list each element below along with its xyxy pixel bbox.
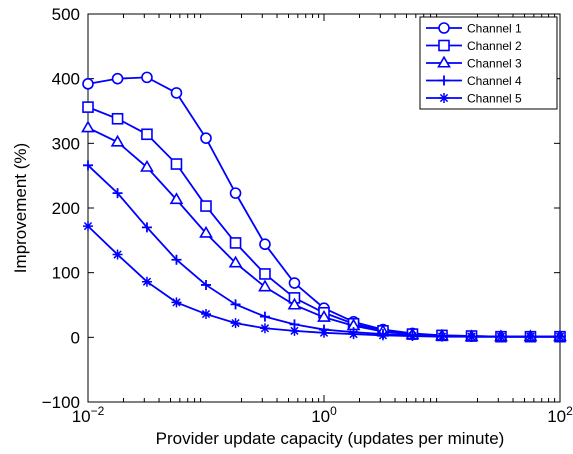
asterisk-marker xyxy=(141,276,152,287)
square-marker xyxy=(200,200,212,212)
x-axis-title: Provider update capacity (updates per mi… xyxy=(156,429,505,448)
triangle-marker xyxy=(81,120,95,133)
legend-item: Channel 1 xyxy=(426,22,522,36)
y-tick-label: 500 xyxy=(52,5,80,24)
plus-marker xyxy=(259,311,270,322)
plus-marker xyxy=(141,222,152,233)
triangle-marker xyxy=(287,297,302,310)
circle-marker xyxy=(229,187,242,199)
asterisk-marker xyxy=(319,327,329,338)
legend-item: Channel 5 xyxy=(426,92,522,106)
asterisk-marker xyxy=(171,297,182,308)
square-marker xyxy=(82,101,94,113)
triangle-marker xyxy=(258,279,272,292)
circle-marker xyxy=(82,78,94,90)
triangle-marker xyxy=(317,309,331,322)
y-tick-label: 300 xyxy=(52,134,80,153)
circle-marker xyxy=(259,238,271,251)
axis-ticks xyxy=(87,13,561,403)
asterisk-marker xyxy=(289,325,300,336)
y-tick-label: −100 xyxy=(42,393,80,412)
circle-marker xyxy=(288,277,301,289)
asterisk-marker xyxy=(555,331,565,342)
legend-label: Channel 1 xyxy=(467,22,522,36)
triangle-marker xyxy=(199,225,213,238)
circle-marker xyxy=(200,132,212,144)
circle-marker xyxy=(170,87,183,99)
asterisk-marker xyxy=(259,323,270,334)
plus-marker xyxy=(201,279,211,290)
legend-item: Channel 2 xyxy=(426,39,522,53)
plus-marker xyxy=(112,188,123,199)
square-marker xyxy=(259,268,271,280)
y-tick-label: 100 xyxy=(52,264,80,283)
square-marker xyxy=(170,158,183,170)
square-marker xyxy=(141,128,153,141)
y-tick-label: 400 xyxy=(52,70,80,89)
asterisk-marker xyxy=(83,221,93,232)
legend-item: Channel 3 xyxy=(426,55,522,71)
x-tick-label: 100 xyxy=(311,404,337,426)
legend-label: Channel 2 xyxy=(467,39,522,53)
x-tick-label: 10−2 xyxy=(72,404,105,426)
series-channel-5 xyxy=(83,221,565,342)
x-tick-label: 102 xyxy=(547,404,573,426)
plus-marker xyxy=(439,75,449,86)
circle-marker xyxy=(141,71,153,84)
legend-label: Channel 4 xyxy=(467,74,522,88)
legend-label: Channel 3 xyxy=(467,57,522,71)
asterisk-marker xyxy=(377,330,388,341)
asterisk-marker xyxy=(112,249,123,260)
y-tick-label: 200 xyxy=(52,199,80,218)
circle-marker xyxy=(111,72,124,85)
triangle-marker xyxy=(140,159,154,172)
asterisk-marker xyxy=(439,93,449,103)
asterisk-marker xyxy=(230,318,241,329)
asterisk-marker xyxy=(525,331,536,342)
triangle-marker xyxy=(437,55,451,68)
y-axis-title: Improvement (%) xyxy=(11,143,30,273)
plus-marker xyxy=(83,160,93,171)
square-marker xyxy=(438,39,450,52)
asterisk-marker xyxy=(437,331,447,342)
triangle-marker xyxy=(169,192,184,205)
asterisk-marker xyxy=(495,331,506,342)
triangle-marker xyxy=(228,255,243,268)
asterisk-marker xyxy=(348,329,359,340)
plus-marker xyxy=(230,299,241,310)
asterisk-marker xyxy=(466,331,477,342)
asterisk-marker xyxy=(201,309,211,320)
square-marker xyxy=(229,237,242,249)
y-tick-label: 0 xyxy=(71,328,80,347)
triangle-marker xyxy=(110,134,125,147)
circle-marker xyxy=(438,22,450,34)
square-marker xyxy=(111,112,124,125)
legend-label: Channel 5 xyxy=(467,92,522,106)
series-layer xyxy=(81,71,567,343)
plus-marker xyxy=(171,254,182,265)
asterisk-marker xyxy=(407,331,418,342)
legend-item: Channel 4 xyxy=(426,74,522,88)
axis-tick-labels: −100 0 100 200 300 400 500 10−2 100 102 xyxy=(42,5,573,426)
legend: Channel 1 Channel 2 Channel 3 Channel 4 Chan… xyxy=(419,16,558,110)
